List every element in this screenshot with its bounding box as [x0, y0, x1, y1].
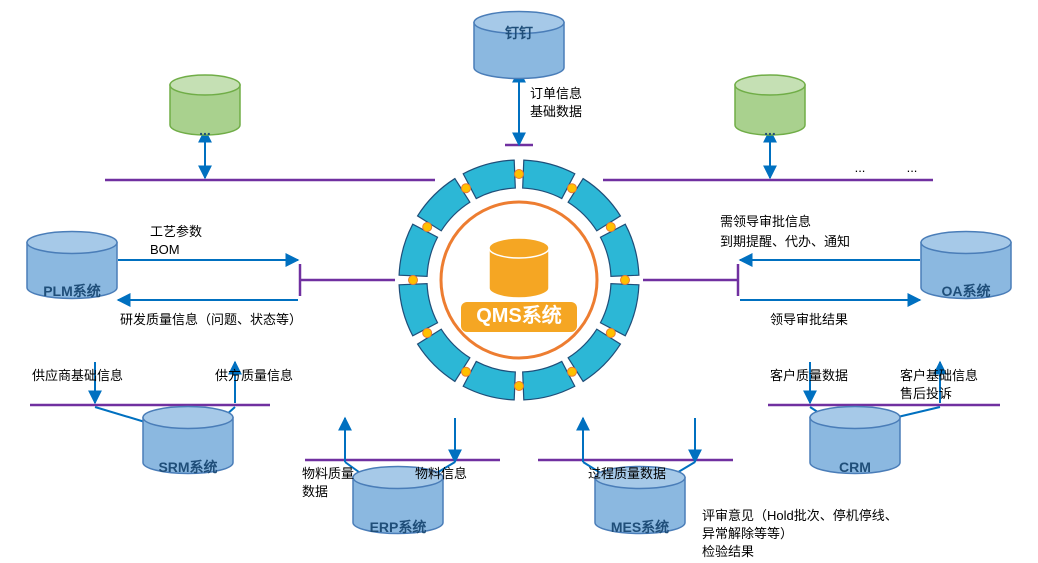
l_dd2: 基础数据 [530, 104, 582, 119]
qms-center-label: QMS系统 [476, 303, 562, 327]
l_plm1: 工艺参数 [150, 224, 202, 239]
l_mes4: 检验结果 [702, 544, 754, 559]
n_crm: CRM [810, 407, 900, 476]
l_un2a: ... [855, 160, 866, 175]
n_dingding: 钉钉 [474, 12, 564, 79]
n_srm-label: SRM系统 [158, 459, 217, 475]
l_plm2: BOM [150, 242, 180, 257]
n_plm-label: PLM系统 [43, 283, 101, 299]
l_dd1: 订单信息 [530, 86, 582, 101]
n_crm-label: CRM [839, 459, 871, 475]
n_plm: PLM系统 [27, 232, 117, 300]
l_mes1: 过程质量数据 [588, 466, 666, 481]
qms-integration-diagram: QMS系统 钉钉 PLM系统 OA系统 SRM系统 ERP系统 MES系统 CRM......… [0, 0, 1038, 563]
l_crm3: 售后投诉 [900, 386, 952, 401]
l_mes2: 评审意见（Hold批次、停机停线、 [702, 508, 898, 523]
n_mes-label: MES系统 [611, 519, 669, 535]
n_un2-label: ... [764, 122, 776, 138]
n_dingding-label: 钉钉 [505, 25, 533, 41]
n_un1-label: ... [199, 122, 211, 138]
l_oa1: 需领导审批信息 [720, 214, 811, 229]
l_oa2: 到期提醒、代办、通知 [720, 234, 850, 249]
l_erp1b: 数据 [302, 484, 328, 499]
l_plm3: 研发质量信息（问题、状态等） [120, 312, 302, 327]
n_erp-label: ERP系统 [370, 519, 427, 535]
qms-center: QMS系统 [399, 160, 639, 400]
l_crm1: 客户质量数据 [770, 368, 848, 383]
l_mes3: 异常解除等等） [702, 526, 793, 541]
l_crm2: 客户基础信息 [900, 368, 978, 383]
n_srm: SRM系统 [143, 407, 233, 476]
n_oa: OA系统 [921, 232, 1011, 300]
l_erp1: 物料质量 [302, 466, 354, 481]
l_srm1: 供应商基础信息 [32, 368, 123, 383]
n_un2: ... [735, 75, 805, 138]
l_srm2: 供方质量信息 [215, 368, 293, 383]
l_un2b: ... [907, 160, 918, 175]
l_oa3: 领导审批结果 [770, 312, 848, 327]
n_oa-label: OA系统 [942, 283, 991, 299]
n_un1: ... [170, 75, 240, 138]
l_erp2: 物料信息 [415, 466, 467, 481]
